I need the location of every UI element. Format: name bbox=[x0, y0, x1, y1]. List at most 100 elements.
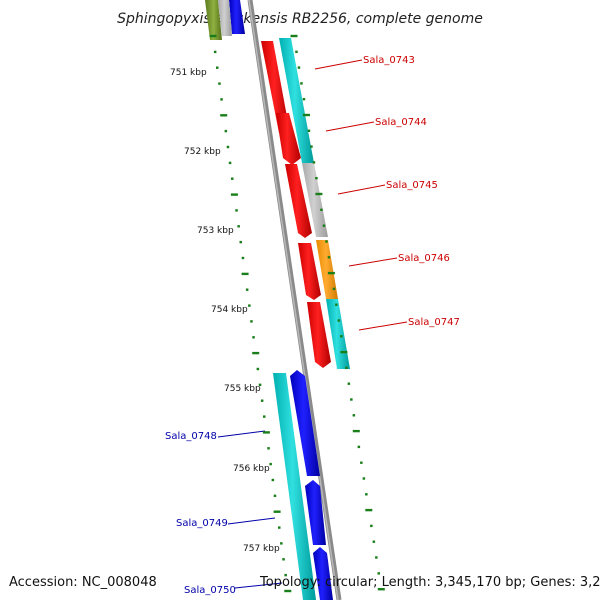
gene-label-sala-0744[interactable]: Sala_0744 bbox=[375, 117, 427, 128]
ruler-tick-inner bbox=[250, 320, 253, 323]
kbp-label: 753 kbp bbox=[197, 226, 234, 236]
label-leader bbox=[234, 582, 283, 589]
gene-label-sala-0749[interactable]: Sala_0749 bbox=[176, 518, 228, 529]
ruler-tick-outer bbox=[340, 350, 348, 354]
kbp-label: 755 kbp bbox=[224, 384, 261, 394]
ruler-tick-inner bbox=[237, 225, 240, 228]
ruler-tick-outer bbox=[375, 556, 378, 559]
label-leader bbox=[217, 430, 266, 438]
gene-sala-0748-arrow[interactable] bbox=[290, 370, 320, 476]
accession-text: Accession: NC_008048 bbox=[9, 575, 157, 590]
ruler-tick-inner bbox=[228, 161, 232, 165]
ruler-tick-outer bbox=[327, 271, 335, 275]
map-title: Sphingopyxis alaskensis RB2256, complete… bbox=[117, 11, 483, 27]
ruler-tick-inner bbox=[248, 304, 251, 307]
ruler-tick-inner bbox=[209, 34, 217, 38]
ruler-tick-outer bbox=[307, 129, 311, 132]
gene-labels-reverse: Sala_0748 Sala_0749 Sala_0750 bbox=[165, 430, 283, 596]
ruler-tick-outer bbox=[312, 161, 316, 164]
ruler-tick-outer bbox=[320, 208, 323, 211]
ruler-tick-inner bbox=[252, 336, 255, 339]
ruler-tick-outer bbox=[372, 540, 376, 543]
ruler-tick-outer bbox=[357, 445, 361, 449]
ruler-tick-outer bbox=[345, 366, 348, 370]
cog-block bbox=[316, 240, 338, 299]
cog-track-lower bbox=[205, 0, 316, 600]
ruler-tick-outer bbox=[340, 335, 343, 338]
genome-backbone bbox=[247, 0, 342, 600]
label-leader bbox=[314, 59, 363, 70]
ruler-tick-inner bbox=[273, 494, 277, 497]
ruler-tick-outer bbox=[370, 524, 373, 528]
ruler-tick-outer bbox=[302, 98, 306, 101]
ruler-tick-outer bbox=[365, 493, 368, 496]
ruler-tick-outer bbox=[290, 34, 298, 38]
kbp-label: 756 kbp bbox=[233, 464, 270, 474]
ruler-tick-inner bbox=[231, 177, 234, 180]
ruler-tick-inner bbox=[262, 431, 270, 434]
label-leader bbox=[325, 121, 375, 132]
gene-sala-0745-arrow[interactable] bbox=[285, 164, 312, 238]
label-leader bbox=[337, 184, 386, 195]
gene-label-sala-0743[interactable]: Sala_0743 bbox=[363, 55, 415, 66]
gene-sala-0747-arrow[interactable] bbox=[307, 302, 331, 368]
ruler-tick-inner bbox=[269, 462, 272, 466]
ruler-tick-inner bbox=[284, 573, 287, 577]
label-leader bbox=[227, 517, 276, 525]
ruler-tick-inner bbox=[213, 50, 217, 54]
ruler-tick-outer bbox=[332, 287, 336, 291]
cds-reverse-track bbox=[229, 0, 333, 600]
ruler-tick-inner bbox=[230, 193, 238, 196]
ruler-tick-outer bbox=[325, 240, 328, 243]
ruler-tick-outer bbox=[362, 477, 366, 480]
ruler-tick-inner bbox=[218, 82, 221, 85]
gene-sala-0750-arrow[interactable] bbox=[313, 547, 333, 600]
kbp-label: 751 kbp bbox=[170, 68, 207, 78]
cog-block bbox=[302, 163, 328, 237]
ruler-tick-inner bbox=[273, 510, 281, 513]
ruler-tick-inner bbox=[224, 129, 228, 133]
cog-block bbox=[205, 0, 222, 40]
ruler-tick-outer bbox=[303, 113, 310, 117]
gene-top-reverse-arrow[interactable] bbox=[229, 0, 245, 34]
ruler-tick-outer bbox=[347, 382, 351, 385]
genome-backbone-highlight bbox=[248, 0, 339, 600]
cds-forward-track bbox=[261, 41, 331, 368]
ruler-tick-outer bbox=[297, 66, 301, 69]
gene-label-sala-0748[interactable]: Sala_0748 bbox=[165, 431, 217, 442]
ruler-tick-inner bbox=[245, 288, 249, 291]
kbp-label: 752 kbp bbox=[184, 147, 221, 157]
ruler-tick-inner bbox=[241, 256, 245, 260]
ruler-tick-outer bbox=[360, 461, 363, 464]
ruler-tick-outer bbox=[352, 429, 360, 433]
gene-sala-0749-arrow[interactable] bbox=[305, 480, 326, 545]
ruler-tick-outer bbox=[327, 256, 331, 259]
ruler-tick-inner bbox=[220, 114, 228, 117]
gene-label-sala-0747[interactable]: Sala_0747 bbox=[408, 317, 460, 328]
gene-sala-0746-arrow[interactable] bbox=[298, 243, 321, 300]
ruler-tick-outer bbox=[300, 82, 303, 85]
ruler-tick-inner bbox=[271, 478, 275, 482]
gene-label-sala-0745[interactable]: Sala_0745 bbox=[386, 180, 438, 191]
gene-label-sala-0746[interactable]: Sala_0746 bbox=[398, 253, 450, 264]
gene-labels-forward: Sala_0743 Sala_0744 Sala_0745 Sala_0746 … bbox=[314, 55, 460, 331]
label-leader bbox=[358, 321, 408, 331]
ruler-tick-outer bbox=[377, 572, 380, 575]
gene-label-sala-0750[interactable]: Sala_0750 bbox=[184, 585, 236, 596]
ruler-tick-outer bbox=[335, 303, 338, 306]
ruler-tick-inner bbox=[256, 367, 260, 371]
ruler-tick-inner bbox=[216, 66, 219, 69]
ruler-tick-outer bbox=[352, 414, 356, 417]
kbp-label: 757 kbp bbox=[243, 544, 280, 554]
ruler-tick-outer bbox=[322, 224, 326, 227]
gene-sala-0744-arrow[interactable] bbox=[276, 113, 301, 165]
kbp-ruler: 751 kbp 752 kbp 753 kbp 754 kbp 755 kbp … bbox=[170, 68, 280, 554]
ruler-tick-outer bbox=[310, 145, 313, 148]
ruler-tick-inner bbox=[235, 209, 238, 212]
cog-block bbox=[279, 38, 314, 163]
ruler-tick-outer bbox=[295, 50, 298, 53]
ruler-tick-inner bbox=[280, 542, 283, 545]
ruler-tick-inner bbox=[263, 415, 266, 418]
topology-summary: Topology: circular; Length: 3,345,170 bp… bbox=[259, 575, 600, 590]
